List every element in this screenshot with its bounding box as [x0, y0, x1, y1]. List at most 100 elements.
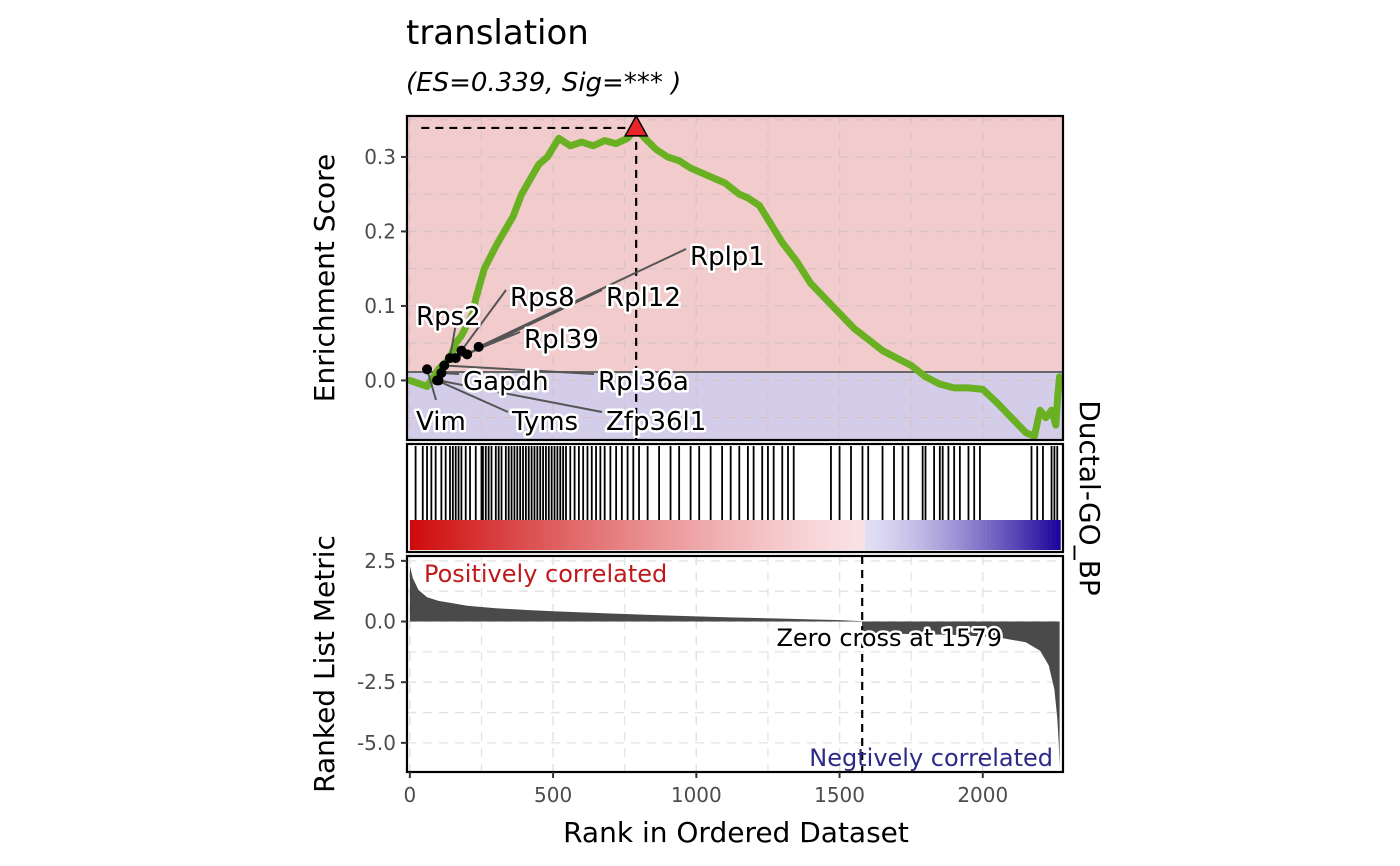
heat-cell — [507, 520, 513, 550]
heat-cell — [856, 520, 862, 550]
heat-cell — [604, 520, 610, 550]
heat-cell — [897, 520, 903, 550]
heat-cell — [1003, 520, 1008, 550]
heat-cell — [706, 520, 712, 550]
heat-cell — [539, 520, 545, 550]
heat-cell — [791, 520, 797, 550]
heat-cell — [986, 520, 992, 550]
heat-cell — [775, 520, 781, 550]
gene-labels: Rplp1Rplp1Rpl12Rpl12Rps8Rps8Rps2Rps2Rpl3… — [414, 240, 768, 440]
heat-cell — [669, 520, 675, 550]
heat-cell — [852, 520, 858, 550]
heat-cell — [450, 520, 456, 550]
heat-cell — [991, 520, 996, 550]
gene-label: Gapdh — [463, 367, 549, 397]
heat-cell — [1052, 520, 1057, 550]
chart-subtitle: (ES=0.339, Sig=*** ) — [406, 68, 681, 98]
gene-label-halo: Tyms — [511, 407, 578, 437]
es-panel-border — [405, 114, 1065, 442]
heat-cell — [889, 520, 895, 550]
gene-point — [473, 341, 484, 352]
heat-cell — [735, 520, 740, 550]
gene-leader-line — [460, 289, 507, 352]
heat-cell — [690, 520, 695, 550]
metric-x-tick-label: 500 — [534, 783, 572, 807]
heat-cell — [617, 520, 622, 550]
heat-cell — [873, 520, 878, 550]
heat-cell — [1056, 520, 1061, 550]
gene-leader-line — [448, 322, 457, 359]
heat-cell — [678, 520, 683, 550]
heat-cell — [812, 520, 817, 550]
heat-cell — [726, 520, 732, 550]
gene-label: Rps8 — [510, 283, 575, 313]
heat-cell — [478, 520, 484, 550]
heat-cell — [454, 520, 460, 550]
heat-cell — [722, 520, 728, 550]
gene-point — [422, 364, 433, 375]
heat-cell — [694, 520, 700, 550]
peak-marker — [623, 114, 649, 137]
heat-cell — [795, 520, 801, 550]
metric-y-tick-label: 2.5 — [364, 549, 396, 573]
heat-cell — [869, 520, 874, 550]
heat-cell — [665, 520, 671, 550]
heat-cell — [913, 520, 919, 550]
heat-cell — [1027, 520, 1033, 550]
hits-panel-border — [405, 442, 1065, 554]
heat-cell — [470, 520, 476, 550]
heat-cell — [633, 520, 639, 550]
heat-cell — [747, 520, 752, 550]
gene-label: Rplp1 — [690, 242, 765, 272]
heat-cell — [576, 520, 582, 550]
negative-score-band — [407, 372, 1063, 440]
heat-cell — [417, 520, 423, 550]
heat-cell — [702, 520, 708, 550]
gene-label-halo: Rps2 — [416, 302, 481, 332]
heat-cell — [474, 520, 480, 550]
metric-area — [409, 565, 1060, 768]
heat-cell — [942, 520, 947, 550]
heat-cell — [462, 520, 468, 550]
metric-x-tick-label: 0 — [403, 783, 416, 807]
heat-cell — [543, 520, 549, 550]
heat-cell — [527, 520, 533, 550]
metric-y-ticks: 2.5 0.0 -2.5 -5.0 — [357, 549, 407, 755]
heat-cell — [511, 520, 517, 550]
es-grid — [407, 116, 1063, 440]
heat-cell — [970, 520, 976, 550]
x-axis-label: Rank in Ordered Dataset — [563, 816, 909, 849]
heat-cell — [519, 520, 525, 550]
heat-cell — [946, 520, 952, 550]
gene-point — [456, 345, 467, 356]
heat-cell — [686, 520, 691, 550]
heat-cell — [609, 520, 614, 550]
heat-cell — [901, 520, 907, 550]
heat-cell — [535, 520, 541, 550]
heat-cell — [978, 520, 984, 550]
heat-cell — [438, 520, 443, 550]
heat-cell — [877, 520, 882, 550]
heat-cell — [499, 520, 504, 550]
heat-cell — [625, 520, 630, 550]
heat-cell — [491, 520, 496, 550]
heat-cell — [974, 520, 980, 550]
metric-x-tick-label: 1500 — [814, 783, 865, 807]
metric-panel-bg — [407, 556, 1063, 772]
heat-cell — [934, 520, 939, 550]
heat-cell — [568, 520, 574, 550]
zero-cross-label: Zero cross at 1579 — [776, 624, 1002, 652]
hits-panel — [405, 442, 1065, 554]
heat-cell — [767, 520, 773, 550]
positively-correlated-label: Positively correlated — [424, 560, 667, 588]
heat-cell — [1011, 520, 1017, 550]
heat-cell — [995, 520, 1000, 550]
heat-cell — [982, 520, 988, 550]
heat-cell — [917, 520, 923, 550]
heat-cell — [1031, 520, 1037, 550]
gene-label: Rpl39 — [524, 325, 599, 355]
heat-cell — [844, 520, 850, 550]
gene-label-halo: Gapdh — [463, 367, 549, 397]
heat-cell — [730, 520, 736, 550]
heat-cell — [966, 520, 972, 550]
